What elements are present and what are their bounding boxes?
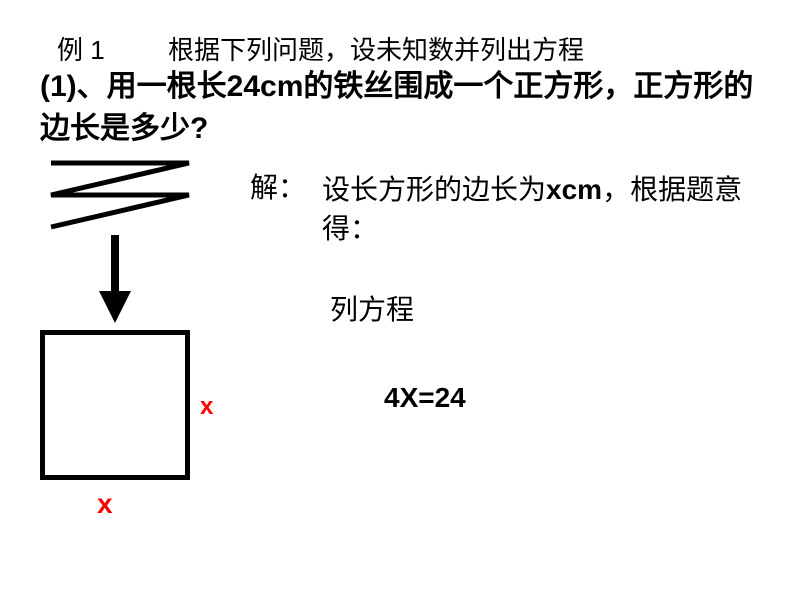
- problem-length: 24cm: [227, 70, 304, 103]
- setup-line1: 设长方形的边长为: [322, 174, 546, 205]
- problem-text-1: 、用一根长: [77, 70, 227, 103]
- solution-label: 解：: [250, 166, 306, 206]
- arrow-down-icon: [95, 235, 135, 325]
- x-label-bottom: x: [97, 488, 113, 520]
- problem-suffix: ?: [190, 112, 208, 145]
- problem-prefix: (1): [40, 70, 77, 103]
- problem-text: (1)、用一根长24cm的铁丝围成一个正方形，正方形的边长是多少?: [40, 66, 760, 150]
- list-equation-label: 列方程: [330, 288, 414, 328]
- square-diagram: [40, 330, 190, 480]
- setup-var: xcm: [546, 174, 602, 205]
- solution-setup: 设长方形的边长为xcm，根据题意得：: [322, 170, 772, 248]
- equation: 4X=24: [384, 382, 466, 414]
- wire-zigzag-icon: [39, 155, 199, 235]
- example-instruction: 根据下列问题，设未知数并列出方程: [168, 30, 584, 67]
- x-label-right: x: [200, 393, 213, 421]
- example-label: 例 1: [57, 30, 105, 67]
